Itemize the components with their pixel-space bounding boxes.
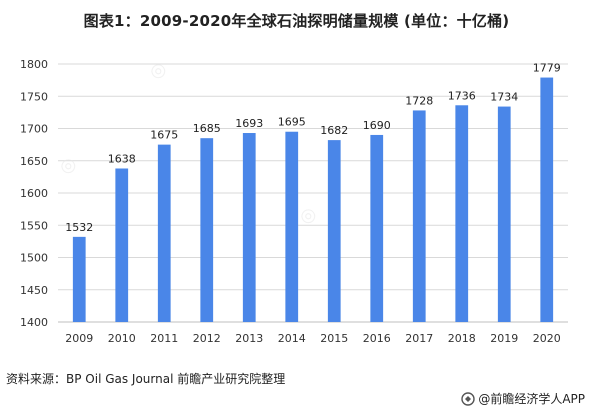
y-tick-label: 1550 xyxy=(20,219,48,232)
bar xyxy=(455,105,469,322)
y-tick-label: 1450 xyxy=(20,284,48,297)
y-tick-label: 1750 xyxy=(20,90,48,103)
data-label: 1736 xyxy=(448,89,476,102)
x-tick-label: 2019 xyxy=(490,332,518,345)
x-axis: 2009 2010 2011 2012 2013 2014 2015 2016 2017 2018… xyxy=(65,332,561,345)
data-label: 1682 xyxy=(320,124,348,137)
x-tick-label: 2017 xyxy=(405,332,433,345)
bar xyxy=(72,236,86,322)
x-tick-label: 2018 xyxy=(448,332,476,345)
brand-text: @前瞻经济学人APP xyxy=(478,392,585,406)
data-label: 1728 xyxy=(405,94,433,107)
x-tick-label: 2015 xyxy=(320,332,348,345)
data-label: 1638 xyxy=(108,152,136,165)
data-label: 1690 xyxy=(363,119,391,132)
bar xyxy=(497,106,511,322)
x-tick-label: 2009 xyxy=(65,332,93,345)
x-tick-label: 2016 xyxy=(363,332,391,345)
grid-lines xyxy=(58,63,568,323)
data-labels: 1532 1638 1675 1685 1693 1695 1682 1690 1728 1736… xyxy=(65,62,561,234)
bar xyxy=(242,133,256,322)
brand-logo-icon xyxy=(461,391,476,406)
bar xyxy=(157,144,171,322)
y-tick-label: 1500 xyxy=(20,252,48,265)
brand-credit: @前瞻经济学人APP xyxy=(461,390,585,407)
data-label: 1734 xyxy=(490,91,518,104)
bar xyxy=(540,77,554,322)
x-tick-label: 2013 xyxy=(235,332,263,345)
y-tick-label: 1650 xyxy=(20,155,48,168)
data-label: 1693 xyxy=(235,117,263,130)
y-tick-label: 1800 xyxy=(20,58,48,71)
bars xyxy=(72,77,554,322)
source-note: 资料来源：BP Oil Gas Journal 前瞻产业研究院整理 xyxy=(6,372,286,386)
data-label: 1532 xyxy=(65,221,93,234)
data-label: 1695 xyxy=(278,116,306,129)
x-tick-label: 2014 xyxy=(278,332,306,345)
y-tick-label: 1600 xyxy=(20,187,48,200)
x-tick-label: 2020 xyxy=(533,332,561,345)
chart-title: 图表1：2009-2020年全球石油探明储量规模 (单位：十亿桶) xyxy=(83,12,510,30)
x-tick-label: 2011 xyxy=(150,332,178,345)
data-label: 1779 xyxy=(533,62,561,75)
data-label: 1675 xyxy=(150,129,178,142)
x-tick-label: 2012 xyxy=(193,332,221,345)
bar xyxy=(200,138,214,322)
y-axis: 1400 1450 1500 1550 1600 1650 1700 1750 1800 xyxy=(20,58,48,329)
data-label: 1685 xyxy=(193,122,221,135)
x-tick-label: 2010 xyxy=(108,332,136,345)
bar xyxy=(115,168,129,322)
bar xyxy=(412,110,426,322)
y-tick-label: 1700 xyxy=(20,123,48,136)
bar xyxy=(370,134,384,322)
bar xyxy=(285,131,299,322)
bar xyxy=(327,140,341,322)
y-tick-label: 1400 xyxy=(20,316,48,329)
